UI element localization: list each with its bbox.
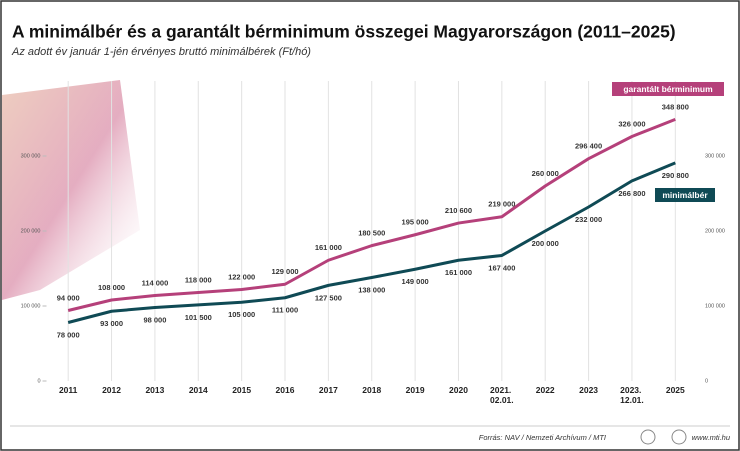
data-label: 127 500	[315, 293, 342, 302]
banknote-photo	[2, 80, 140, 300]
x-tick-label: 2023	[579, 385, 598, 395]
y-tick-label: 300 000	[705, 153, 725, 159]
data-label: 348 800	[662, 102, 689, 111]
legend-swatch	[655, 188, 715, 202]
data-label: 219 000	[488, 200, 515, 209]
data-label: 266 800	[618, 189, 645, 198]
data-label: 296 400	[575, 142, 602, 151]
data-label: 290 800	[662, 171, 689, 180]
data-label: 111 000	[272, 306, 298, 315]
source: Forrás: NAV / Nemzeti Archívum / MTI	[479, 433, 606, 442]
data-label: 122 000	[228, 272, 255, 281]
x-tick-label: 2022	[536, 385, 555, 395]
data-label: 161 000	[445, 268, 472, 277]
data-label: 118 000	[185, 275, 212, 284]
data-label: 138 000	[358, 285, 385, 294]
x-tick-label: 2014	[189, 385, 208, 395]
legend-label: garantált bérminimum	[623, 84, 713, 94]
y-tick-label: 200 000	[705, 228, 725, 234]
data-label: 161 000	[315, 243, 342, 252]
website: www.mti.hu	[692, 433, 731, 442]
data-label: 98 000	[143, 315, 166, 324]
x-tick-label: 2018	[362, 385, 381, 395]
x-tick-label: 2025	[666, 385, 685, 395]
series-line	[67, 161, 676, 324]
x-tick-label: 2019	[406, 385, 425, 395]
x-tick-label: 2017	[319, 385, 338, 395]
data-label: 149 000	[402, 277, 429, 286]
chart-title: A minimálbér és a garantált bérminimum ö…	[12, 22, 676, 42]
data-label: 93 000	[100, 319, 123, 328]
x-tick-label: 2015	[232, 385, 251, 395]
x-tick-label: 2023. 12.01.	[620, 385, 644, 405]
y-tick-label: 0	[705, 378, 708, 384]
data-label: 260 000	[532, 169, 559, 178]
x-tick-label: 2021. 02.01.	[490, 385, 514, 405]
data-label: 129 000	[271, 267, 298, 276]
data-label: 114 000	[142, 278, 169, 287]
x-tick-label: 2016	[276, 385, 295, 395]
y-tick-label: 100 000	[21, 303, 41, 309]
legend-swatch	[612, 82, 724, 96]
logo	[671, 429, 687, 445]
data-label: 101 500	[185, 313, 212, 322]
data-label: 210 600	[445, 206, 472, 215]
y-tick-label: 200 000	[21, 228, 41, 234]
y-tick-label: 300 000	[21, 153, 41, 159]
x-tick-label: 2011	[59, 385, 78, 395]
series-line	[67, 118, 676, 312]
x-tick-label: 2020	[449, 385, 468, 395]
x-tick-label: 2012	[102, 385, 121, 395]
data-label: 326 000	[618, 119, 645, 128]
x-tick-label: 2013	[145, 385, 164, 395]
chart-subtitle: Az adott év január 1-jén érvényes bruttó…	[11, 46, 311, 58]
data-label: 200 000	[532, 239, 559, 248]
y-tick-label: 100 000	[705, 303, 725, 309]
data-label: 195 000	[402, 218, 429, 227]
legend-label: minimálbér	[662, 190, 708, 200]
logo	[640, 429, 656, 445]
data-label: 180 500	[358, 229, 385, 238]
data-label: 78 000	[57, 330, 80, 339]
data-label: 94 000	[57, 293, 80, 302]
data-label: 167 400	[488, 263, 515, 272]
y-tick-label: 0	[37, 378, 40, 384]
data-label: 108 000	[98, 283, 125, 292]
data-label: 232 000	[575, 215, 602, 224]
data-label: 105 000	[228, 310, 255, 319]
